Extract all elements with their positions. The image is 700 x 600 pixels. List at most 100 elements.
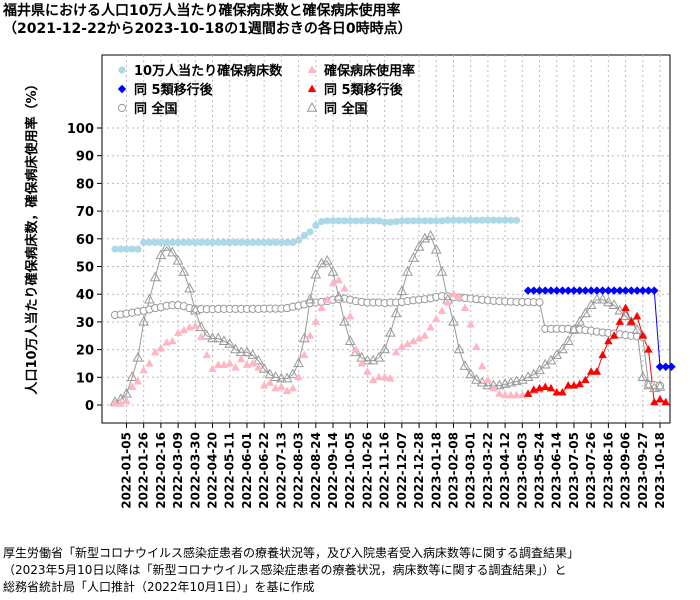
data-point-usage_national	[344, 335, 356, 345]
data-point-usage_national	[247, 349, 259, 359]
y-tick-label: 20	[76, 344, 94, 359]
data-point-usage_pref	[460, 303, 470, 312]
data-point-beds_pref	[226, 238, 234, 247]
data-point-beds_pref	[363, 217, 372, 225]
x-tick-label: 2022-07-13	[274, 432, 288, 509]
data-point-usage_national	[132, 351, 144, 362]
data-point-beds_pref_post	[552, 286, 561, 295]
data-point-usage_national	[580, 307, 591, 318]
data-point-beds_pref_post	[535, 286, 544, 295]
data-point-usage_national	[603, 296, 614, 307]
data-point-beds_pref	[392, 218, 400, 226]
y-axis-label: 人口10万人当たり確保病床数，確保病床使用率（%）	[24, 77, 40, 394]
data-point-usage_pref	[512, 390, 521, 399]
data-point-usage_pref	[420, 331, 429, 339]
data-point-beds_pref	[180, 238, 188, 247]
y-axis: 0 10 20 30 40 50 60 70 80 90 100	[67, 122, 102, 414]
data-point-beds_pref	[312, 221, 320, 230]
x-tick-label: 2023-07-26	[584, 432, 598, 509]
data-point-usage_national	[465, 368, 477, 379]
source-line-1: 厚生労働省「新型コロナウイルス感染症患者の療養状況等，及び入院患者受入病床数等に…	[3, 546, 580, 560]
data-point-usage_pref_post	[575, 379, 584, 388]
data-point-usage_national	[270, 371, 281, 381]
x-tick-label: 2023-05-03	[515, 432, 529, 509]
data-point-beds_pref	[151, 238, 159, 247]
data-point-usage_national	[189, 304, 201, 315]
data-point-usage_pref	[191, 321, 200, 330]
data-point-usage_pref	[288, 383, 298, 392]
data-point-beds_pref_post	[615, 286, 625, 295]
grid-lines	[102, 55, 670, 423]
data-point-usage_pref	[128, 382, 137, 390]
data-point-usage_pref	[386, 374, 395, 382]
data-point-usage_pref	[328, 278, 338, 287]
data-point-beds_pref	[501, 216, 509, 224]
y-tick-label: 70	[76, 205, 94, 220]
data-point-beds_pref	[461, 216, 469, 224]
y-tick-label: 0	[85, 399, 94, 414]
data-point-beds_pref	[449, 216, 458, 224]
data-point-beds_pref	[490, 216, 498, 224]
y-tick-label: 40	[76, 288, 94, 303]
chart-title: 福井県における人口10万人当たり確保病床数と確保病床使用率	[3, 3, 401, 19]
data-point-usage_pref_post	[604, 336, 613, 345]
data-point-beds_pref	[266, 238, 274, 247]
data-point-beds_pref_post	[529, 286, 538, 295]
data-point-beds_pref	[335, 217, 343, 225]
x-tick-label: 2023-06-14	[550, 432, 564, 509]
data-point-beds_pref	[243, 238, 251, 247]
data-point-usage_pref	[139, 365, 148, 374]
data-point-usage_national	[545, 354, 557, 365]
x-tick-label: 2022-05-11	[223, 432, 237, 509]
data-point-beds_pref	[415, 217, 423, 225]
data-point-usage_pref_post	[581, 375, 590, 384]
data-point-usage_national	[448, 315, 459, 326]
data-point-beds_pref_post	[661, 362, 670, 371]
data-point-usage_national	[167, 246, 178, 257]
series-line-usage_national	[114, 235, 661, 403]
data-point-beds_pref_post	[598, 286, 607, 295]
x-tick-label: 2023-09-06	[619, 432, 633, 509]
data-point-usage_pref	[437, 306, 447, 314]
data-point-beds_pref	[237, 238, 245, 247]
data-point-usage_pref_post	[564, 381, 573, 389]
data-point-usage_pref	[506, 390, 516, 399]
legend-label-beds_pref: 10万人当たり確保病床数	[134, 63, 283, 79]
x-tick-label: 2022-08-03	[292, 432, 306, 509]
data-point-beds_pref	[157, 238, 165, 247]
legend-label-usage_national: 同 全国	[324, 101, 368, 117]
data-point-usage_pref	[374, 372, 384, 381]
data-point-beds_national	[535, 298, 544, 307]
source-note: 厚生労働省「新型コロナウイルス感染症患者の療養状況等，及び入院患者受入病床数等に…	[3, 545, 579, 596]
data-point-beds_pref_post	[581, 286, 590, 295]
data-point-usage_pref	[317, 303, 326, 312]
data-point-usage_pref	[489, 383, 498, 392]
data-point-usage_national	[430, 243, 442, 254]
data-point-usage_pref	[391, 347, 401, 356]
data-point-usage_pref	[231, 363, 240, 371]
data-point-usage_pref	[472, 342, 481, 350]
data-point-usage_pref	[500, 390, 510, 399]
data-point-beds_pref	[249, 238, 257, 247]
y-tick-label: 90	[76, 150, 94, 165]
x-tick-label: 2022-01-26	[137, 432, 151, 509]
data-point-usage_pref	[311, 317, 320, 325]
data-point-usage_pref	[156, 343, 166, 352]
x-tick-label: 2023-03-22	[481, 432, 495, 509]
data-point-beds_pref	[444, 216, 452, 224]
data-point-beds_pref	[134, 245, 142, 253]
data-point-usage_national	[327, 266, 339, 276]
data-point-beds_pref_post	[644, 286, 653, 295]
x-tick-label: 2023-02-08	[446, 432, 460, 509]
data-point-beds_pref_post	[592, 286, 602, 295]
data-point-usage_national	[534, 364, 545, 375]
x-axis: 2022-01-05 2022-01-26 2022-02-16 2022-03-09…	[119, 423, 667, 509]
data-point-beds_pref	[174, 238, 182, 247]
data-point-beds_pref	[352, 217, 360, 225]
data-point-usage_national	[207, 332, 218, 343]
x-tick-label: 2022-03-30	[188, 432, 202, 509]
data-point-usage_pref	[294, 372, 303, 381]
data-point-usage_national	[218, 335, 230, 345]
data-point-usage_pref_post	[558, 388, 567, 396]
data-point-usage_pref	[122, 396, 131, 404]
